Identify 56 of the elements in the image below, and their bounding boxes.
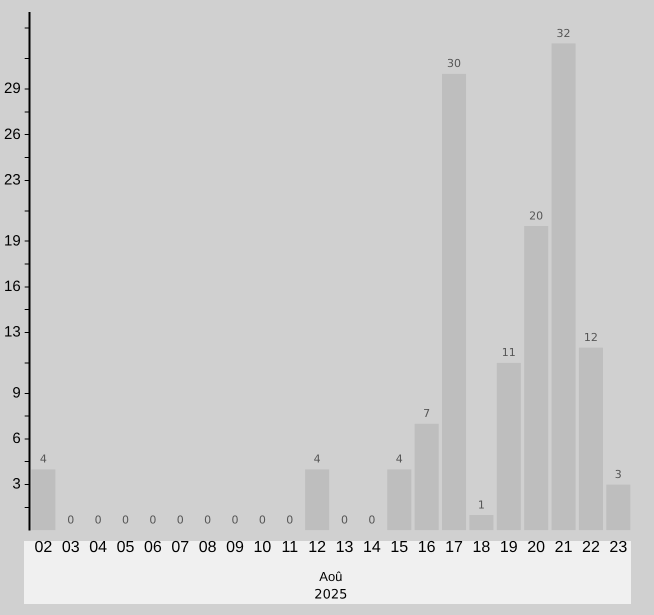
x-axis-title: Aoû (319, 568, 342, 584)
y-tick-label: 26 (4, 126, 21, 143)
x-tick-label: 17 (445, 539, 464, 556)
data-label: 4 (314, 452, 321, 466)
x-tick-label: 12 (308, 539, 326, 556)
data-label: 0 (67, 514, 74, 527)
data-label: 0 (232, 514, 239, 527)
y-tick-label: 29 (4, 80, 21, 98)
data-label: 3 (614, 468, 622, 481)
data-label: 0 (286, 514, 294, 527)
x-tick-label: 07 (171, 539, 190, 556)
text: 2025 (314, 587, 348, 602)
x-tick-label: 23 (609, 539, 628, 556)
data-label: 4 (396, 452, 403, 466)
data-label: 11 (502, 346, 516, 360)
data-label: 0 (341, 514, 348, 527)
x-tick-label: 18 (472, 539, 490, 556)
x-tick-label: 22 (582, 539, 600, 556)
y-tick-label: 13 (4, 324, 21, 341)
x-tick-label: 10 (254, 539, 272, 556)
data-label: 7 (423, 407, 430, 420)
x-tick-label: 11 (281, 539, 298, 556)
y-tick-label: 19 (4, 232, 21, 250)
x-tick-label: 21 (554, 539, 573, 556)
x-tick-label: 08 (198, 539, 217, 556)
data-label: 1 (478, 498, 485, 512)
data-label: 0 (368, 514, 376, 527)
x-tick-label: 06 (144, 539, 162, 556)
data-label: 32 (556, 26, 571, 40)
data-label: 30 (447, 57, 462, 70)
data-label: 0 (149, 514, 156, 527)
x-tick-label: 13 (336, 539, 354, 556)
y-tick-label: 23 (4, 171, 21, 188)
y-tick-label: 3 (12, 476, 21, 493)
x-tick-label: 05 (116, 539, 135, 556)
data-label: 12 (584, 331, 598, 344)
x-tick-label: 09 (226, 539, 244, 556)
x-tick-label: 20 (527, 539, 546, 556)
y-tick-label: 6 (12, 430, 21, 448)
x-tick-label: 19 (500, 539, 518, 556)
y-tick-label: 16 (4, 278, 21, 295)
data-label: 0 (122, 514, 130, 527)
data-label: 0 (94, 514, 102, 527)
data-label: 20 (529, 209, 544, 222)
y-tick-label: 9 (12, 384, 21, 402)
data-label: 4 (40, 452, 47, 466)
data-label: 0 (176, 514, 184, 527)
x-tick-label: 04 (89, 539, 108, 556)
x-tick-label: 03 (62, 539, 80, 556)
data-label: 0 (204, 514, 212, 527)
x-tick-label: 15 (390, 539, 408, 556)
bar (31, 469, 56, 530)
data-label: 0 (258, 514, 266, 527)
x-tick-label: 02 (34, 539, 52, 556)
x-tick-label: 14 (363, 539, 381, 556)
x-tick-label: 16 (418, 539, 436, 556)
